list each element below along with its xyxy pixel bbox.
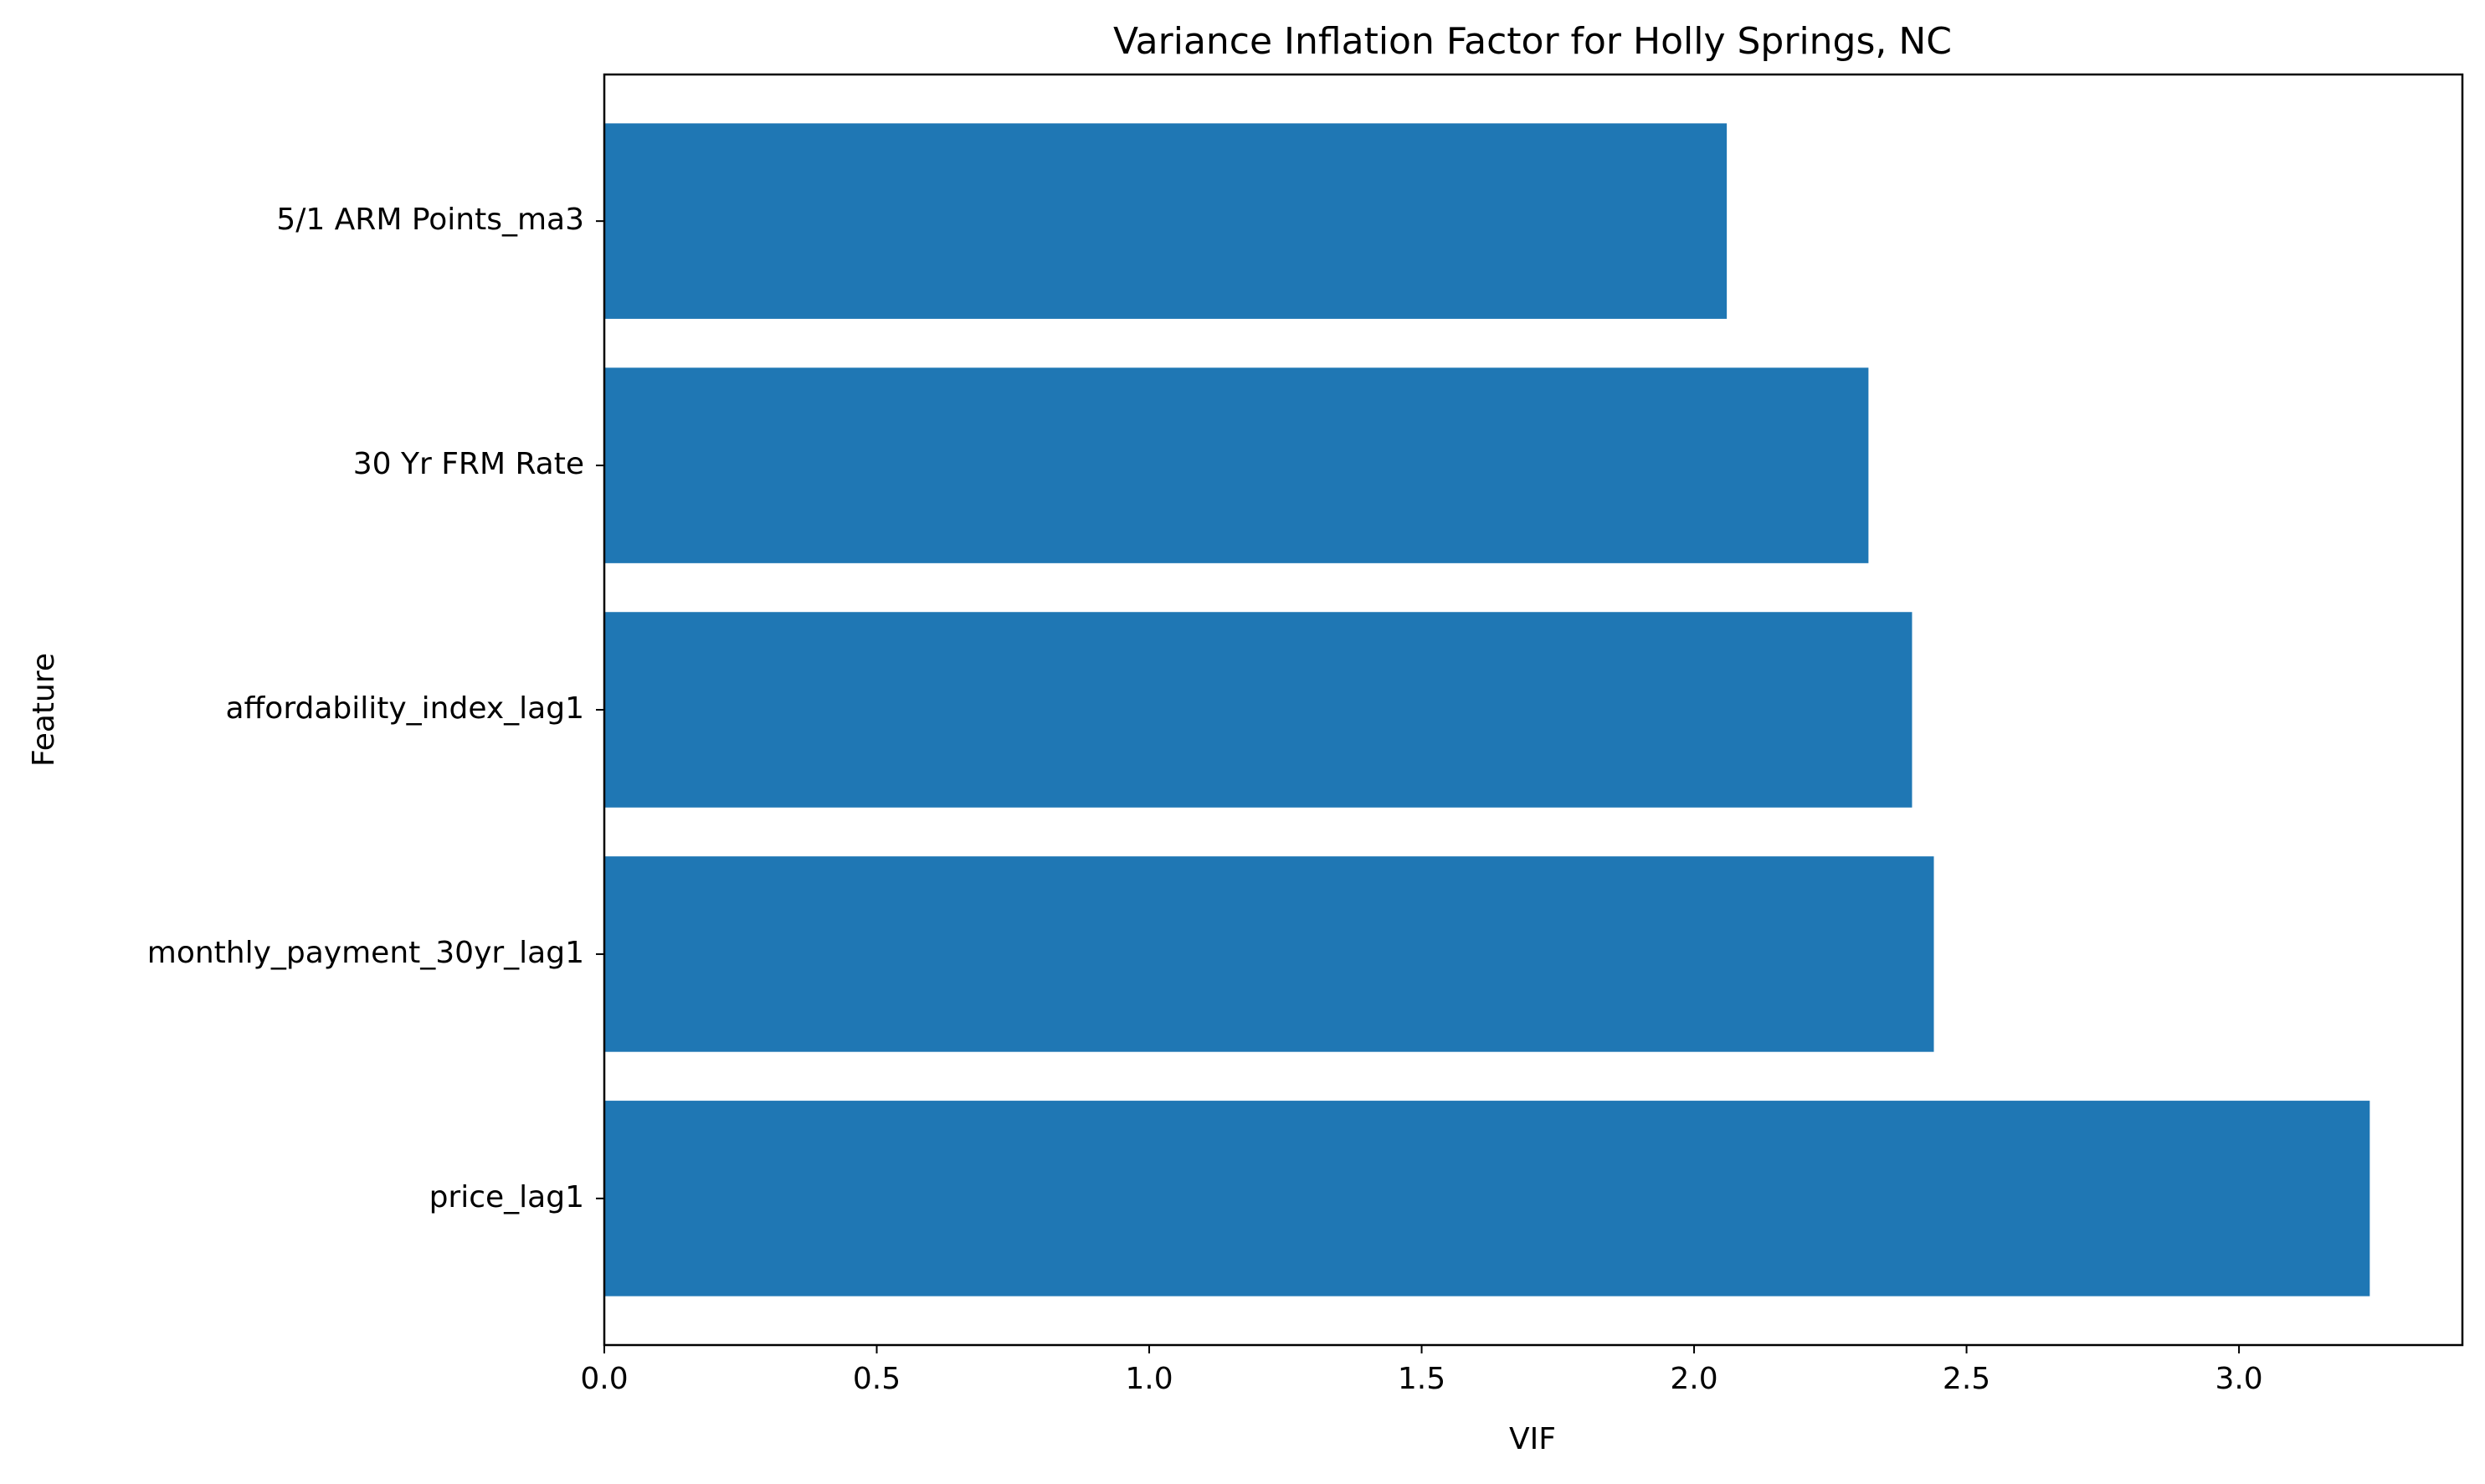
chart-title: Variance Inflation Factor for Holly Spri… — [1113, 20, 1952, 63]
x-tick-label: 2.0 — [1670, 1362, 1717, 1396]
bars-group — [604, 123, 2370, 1297]
y-axis-label: Feature — [27, 653, 61, 767]
y-tick-label: affordability_index_lag1 — [225, 691, 584, 726]
x-tick-label: 1.0 — [1125, 1362, 1173, 1396]
plot-frame — [603, 73, 2464, 1347]
y-tick-label: monthly_payment_30yr_lag1 — [147, 936, 584, 970]
x-axis-ticks: 0.0 0.5 1.0 1.5 2.0 2.5 3.0 — [580, 1345, 2263, 1396]
y-axis-ticks: price_lag1 monthly_payment_30yr_lag1 affor… — [147, 203, 604, 1214]
bar — [604, 856, 1934, 1052]
x-axis-label: VIF — [1509, 1422, 1556, 1456]
bar — [604, 367, 1869, 563]
x-tick-label: 1.5 — [1398, 1362, 1445, 1396]
y-tick-label: 5/1 ARM Points_ma3 — [276, 203, 584, 237]
bar — [604, 1101, 2370, 1297]
x-tick-label: 0.5 — [853, 1362, 901, 1396]
y-tick-label: 30 Yr FRM Rate — [353, 447, 584, 481]
x-tick-label: 2.5 — [1943, 1362, 1990, 1396]
bar — [604, 123, 1728, 319]
x-tick-label: 0.0 — [580, 1362, 628, 1396]
y-tick-label: price_lag1 — [429, 1180, 584, 1214]
x-tick-label: 3.0 — [2215, 1362, 2262, 1396]
bar — [604, 612, 1913, 808]
